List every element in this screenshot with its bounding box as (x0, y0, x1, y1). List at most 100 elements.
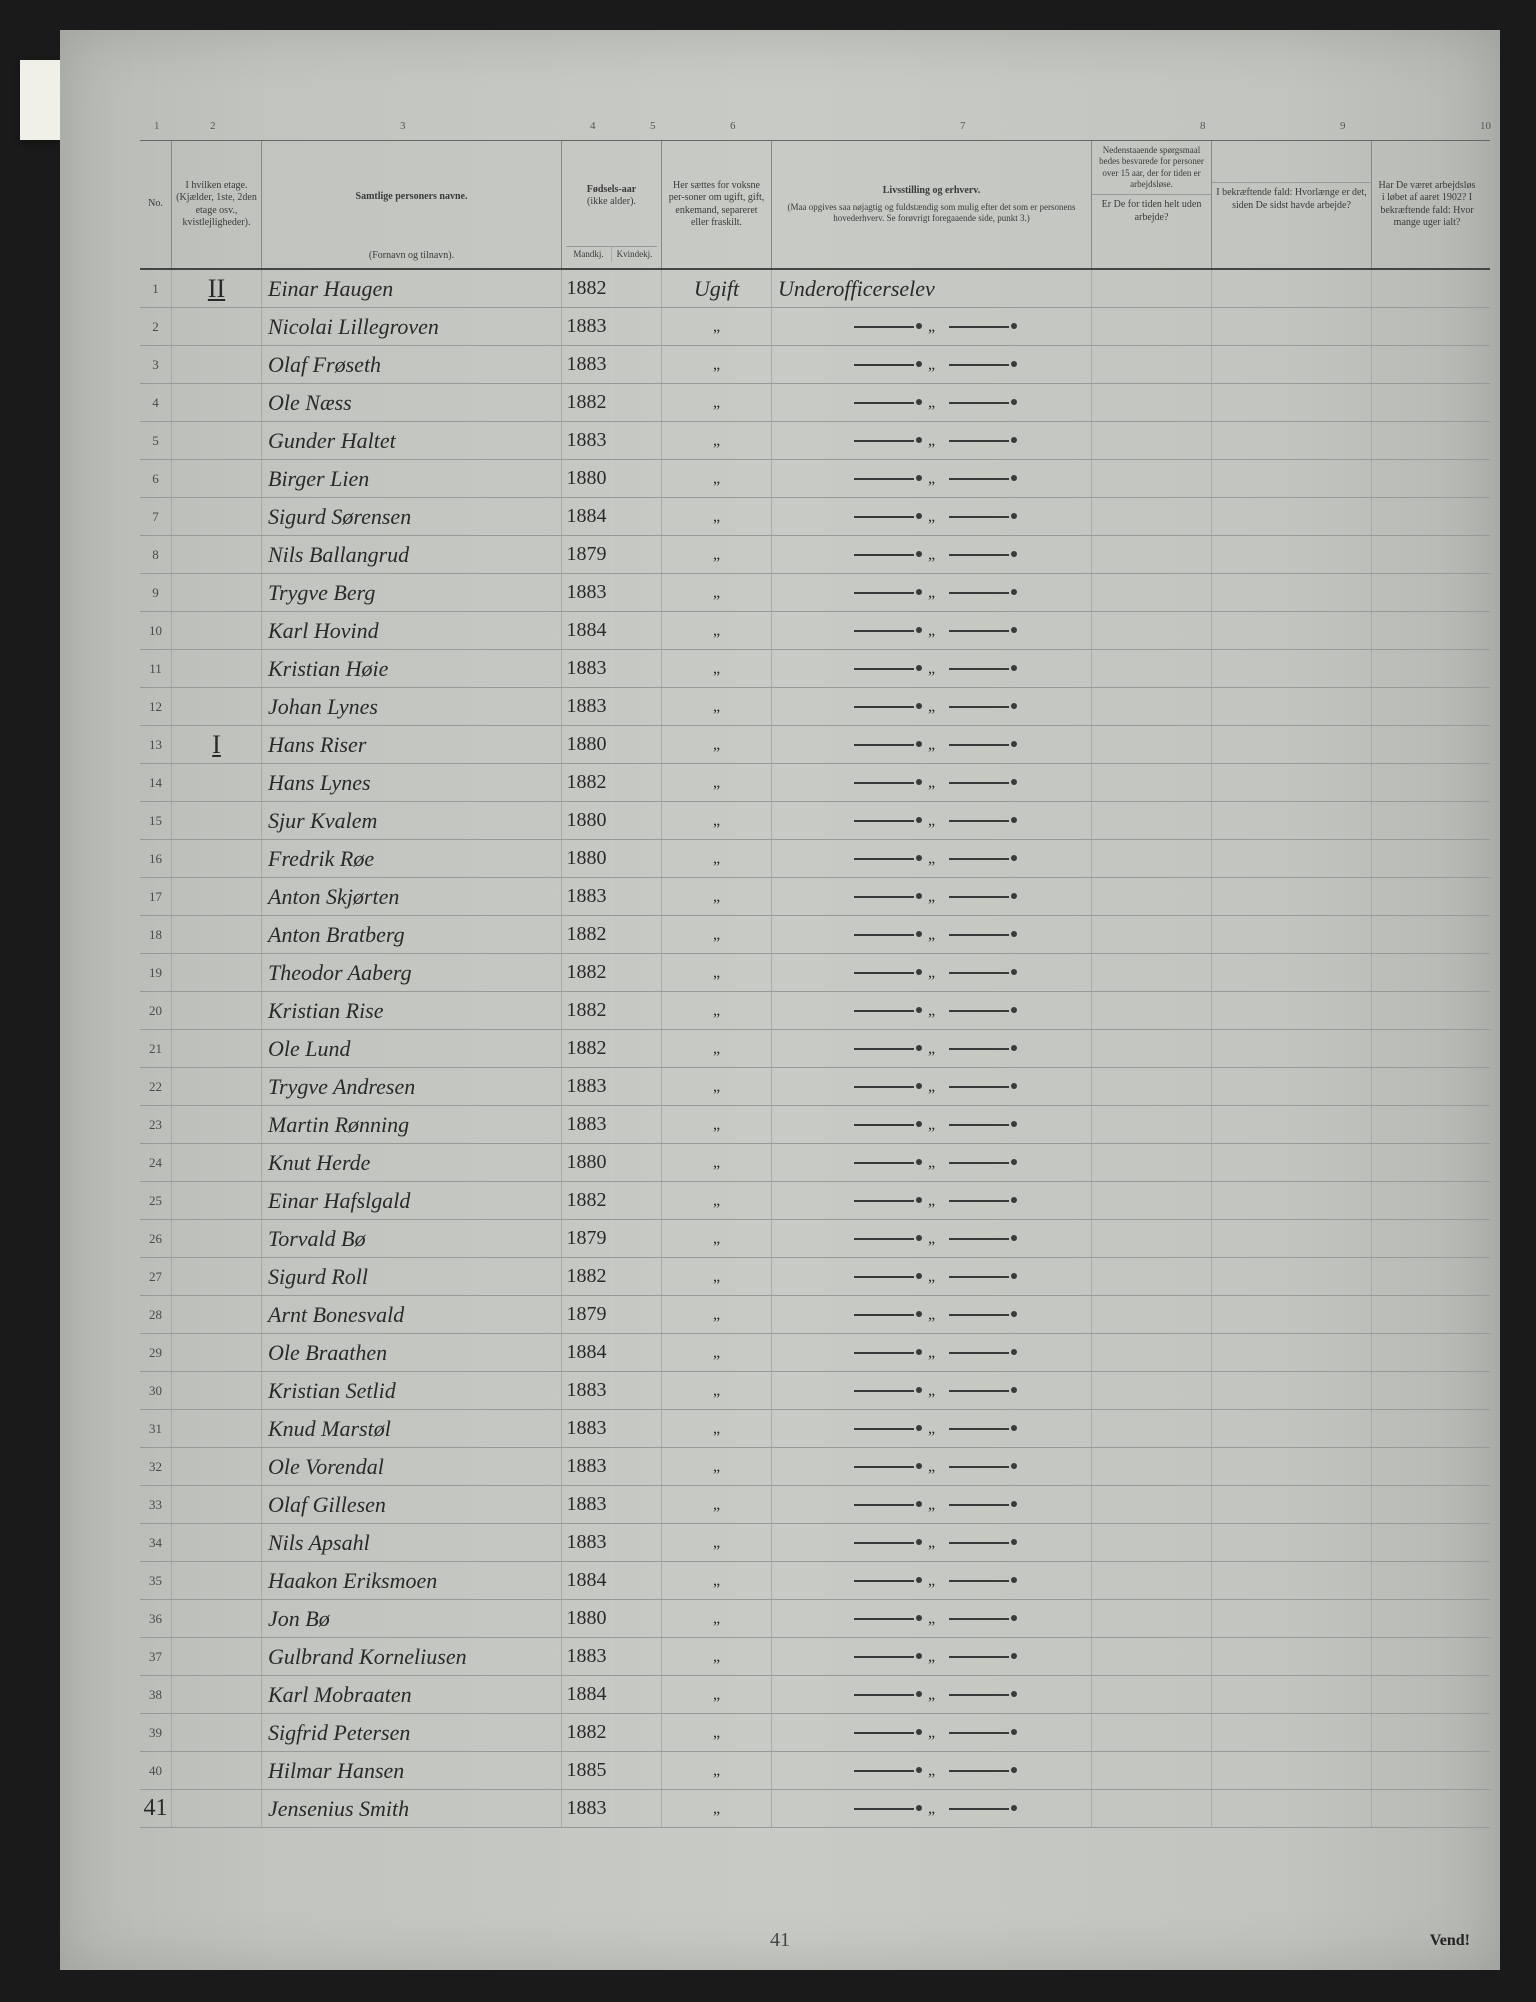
cell-q8 (1092, 574, 1212, 611)
cell-q10 (1372, 1220, 1482, 1257)
table-row: 3Olaf Frøseth1883„„ (140, 346, 1490, 384)
cell-birthyear-female (612, 308, 662, 345)
cell-marital: „ (662, 1676, 772, 1713)
cell-marital: „ (662, 1030, 772, 1067)
cell-marital: „ (662, 650, 772, 687)
cell-q10 (1372, 1448, 1482, 1485)
table-row: 32Ole Vorendal1883„„ (140, 1448, 1490, 1486)
cell-birthyear-male: 1882 (562, 1030, 612, 1067)
table-row: 10Karl Hovind1884„„ (140, 612, 1490, 650)
cell-etage (172, 1448, 262, 1485)
cell-etage: I (172, 726, 262, 763)
cell-occupation: „ (772, 1220, 1092, 1257)
cell-occupation: „ (772, 1562, 1092, 1599)
cell-birthyear-male: 1883 (562, 346, 612, 383)
cell-birthyear-female (612, 1296, 662, 1333)
cell-q9 (1212, 954, 1372, 991)
cell-no: 5 (140, 422, 172, 459)
cell-no: 8 (140, 536, 172, 573)
cell-birthyear-male: 1883 (562, 688, 612, 725)
cell-occupation: „ (772, 726, 1092, 763)
cell-birthyear-female (612, 764, 662, 801)
cell-no: 30 (140, 1372, 172, 1409)
cell-birthyear-male: 1883 (562, 1790, 612, 1827)
cell-birthyear-male: 1883 (562, 1638, 612, 1675)
cell-marital: „ (662, 992, 772, 1029)
cell-marital: „ (662, 1790, 772, 1827)
cell-marital: „ (662, 498, 772, 535)
cell-q8 (1092, 1182, 1212, 1219)
cell-q9 (1212, 1524, 1372, 1561)
cell-q8 (1092, 1220, 1212, 1257)
cell-etage (172, 460, 262, 497)
cell-q10 (1372, 574, 1482, 611)
cell-occupation: „ (772, 840, 1092, 877)
cell-etage (172, 1410, 262, 1447)
cell-q8 (1092, 1334, 1212, 1371)
cell-marital: „ (662, 1372, 772, 1409)
table-row: 16Fredrik Røe1880„„ (140, 840, 1490, 878)
cell-birthyear-male: 1883 (562, 1448, 612, 1485)
cell-q8 (1092, 1372, 1212, 1409)
cell-birthyear-male: 1883 (562, 1524, 612, 1561)
turn-page-label: Vend! (1430, 1932, 1470, 1950)
cell-name: Anton Bratberg (262, 916, 562, 953)
column-number: 8 (1200, 120, 1206, 132)
cell-q8 (1092, 1714, 1212, 1751)
cell-q10 (1372, 384, 1482, 421)
cell-q10 (1372, 422, 1482, 459)
cell-occupation: „ (772, 1068, 1092, 1105)
cell-occupation: „ (772, 1372, 1092, 1409)
column-number: 5 (650, 120, 656, 132)
cell-birthyear-female (612, 1144, 662, 1181)
cell-etage (172, 688, 262, 725)
cell-marital: „ (662, 1638, 772, 1675)
cell-name: Nils Ballangrud (262, 536, 562, 573)
cell-birthyear-male: 1880 (562, 1144, 612, 1181)
cell-birthyear-male: 1880 (562, 460, 612, 497)
cell-q10 (1372, 878, 1482, 915)
cell-q9 (1212, 1144, 1372, 1181)
cell-marital: „ (662, 1106, 772, 1143)
cell-q10 (1372, 270, 1482, 307)
cell-name: Nils Apsahl (262, 1524, 562, 1561)
cell-birthyear-female (612, 1638, 662, 1675)
cell-name: Hilmar Hansen (262, 1752, 562, 1789)
cell-q9 (1212, 1334, 1372, 1371)
cell-no: 27 (140, 1258, 172, 1295)
table-row: 34Nils Apsahl1883„„ (140, 1524, 1490, 1562)
cell-birthyear-male: 1883 (562, 574, 612, 611)
cell-marital: „ (662, 1258, 772, 1295)
column-number: 10 (1480, 120, 1491, 132)
cell-marital: „ (662, 916, 772, 953)
cell-name: Sigfrid Petersen (262, 1714, 562, 1751)
cell-q10 (1372, 802, 1482, 839)
cell-q9 (1212, 422, 1372, 459)
cell-etage (172, 1030, 262, 1067)
cell-marital: „ (662, 346, 772, 383)
cell-birthyear-male: 1883 (562, 1068, 612, 1105)
cell-birthyear-female (612, 1106, 662, 1143)
cell-no: 4 (140, 384, 172, 421)
cell-marital: „ (662, 878, 772, 915)
cell-q9 (1212, 650, 1372, 687)
cell-birthyear-male: 1884 (562, 612, 612, 649)
cell-marital: „ (662, 840, 772, 877)
table-row: 25Einar Hafslgald1882„„ (140, 1182, 1490, 1220)
cell-etage (172, 536, 262, 573)
cell-q9 (1212, 384, 1372, 421)
cell-occupation: „ (772, 802, 1092, 839)
cell-name: Haakon Eriksmoen (262, 1562, 562, 1599)
cell-q8 (1092, 764, 1212, 801)
cell-q10 (1372, 1790, 1482, 1827)
table-body: 1IIEinar Haugen1882UgiftUnderofficersele… (140, 270, 1490, 1828)
cell-birthyear-male: 1883 (562, 422, 612, 459)
cell-no: 35 (140, 1562, 172, 1599)
cell-occupation: „ (772, 1790, 1092, 1827)
cell-etage (172, 1258, 262, 1295)
table-row: 24Knut Herde1880„„ (140, 1144, 1490, 1182)
cell-marital: „ (662, 536, 772, 573)
cell-occupation: „ (772, 1144, 1092, 1181)
cell-name: Karl Mobraaten (262, 1676, 562, 1713)
cell-q9 (1212, 992, 1372, 1029)
